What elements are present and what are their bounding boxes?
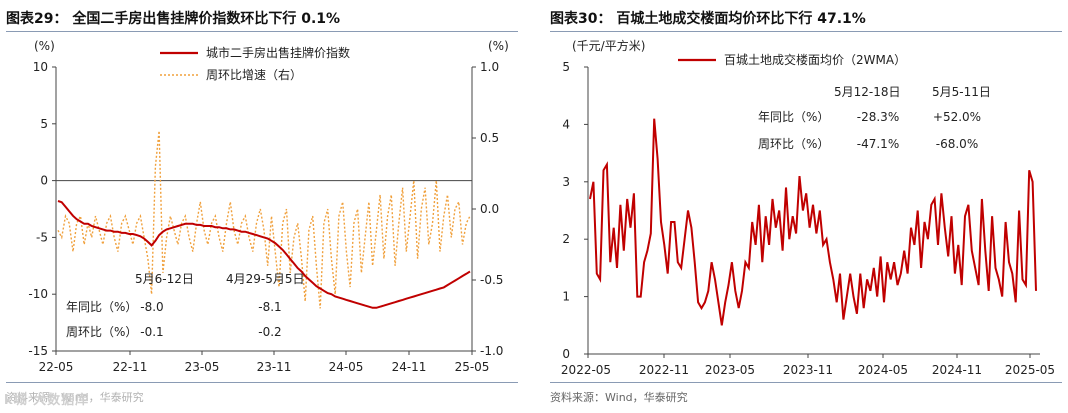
- series-land-price-line: [589, 118, 1037, 326]
- x-tick-label: 2022-11: [639, 363, 689, 377]
- y-tick-label: 2: [562, 232, 570, 246]
- stats-value-previous: -8.1: [258, 300, 281, 314]
- chart-title: 图表30： 百城土地成交楼面均价环比下行 47.1%: [550, 11, 866, 27]
- stats-value-current: -47.1%: [857, 137, 899, 151]
- stats-row-label: 年同比（%）: [758, 110, 829, 124]
- stats-row-label: 年同比（%）: [66, 300, 137, 314]
- series-price-index-line: [57, 200, 471, 309]
- chart-source: 资料来源：Wind，华泰研究: [550, 391, 688, 404]
- x-tick-label: 22-11: [113, 360, 148, 374]
- chart-title: 图表29： 全国二手房出售挂牌价指数环比下行 0.1%: [6, 11, 341, 27]
- y-tick-label: 0: [562, 347, 570, 361]
- stats-row-label: 周环比（%）: [66, 325, 137, 339]
- legend-label-weekly: 周环比增速（右）: [206, 67, 302, 82]
- stats-value-previous: -68.0%: [936, 137, 978, 151]
- legend-label-index: 城市二手房出售挂牌价指数: [206, 45, 350, 60]
- left-tick-label: -5: [36, 230, 48, 244]
- x-tick-label: 2023-05: [705, 363, 755, 377]
- y-tick-label: 5: [562, 60, 570, 74]
- stats-period-current: 5月12-18日: [834, 85, 901, 99]
- chart-source: 资料来源：Wind，华泰研究: [6, 391, 144, 404]
- title-divider: [6, 31, 518, 32]
- chart-panel-29: 图表29： 全国二手房出售挂牌价指数环比下行 0.1% (%) (%) 10 5 0 -5…: [0, 0, 524, 413]
- left-tick-label: -15: [28, 344, 48, 358]
- left-tick-label: -10: [28, 287, 48, 301]
- x-tick-label: 24-05: [329, 360, 364, 374]
- right-tick-label: -0.5: [480, 273, 503, 287]
- left-tick-label: 10: [33, 60, 48, 74]
- stats-value-previous: -0.2: [258, 325, 281, 339]
- y-tick-label: 3: [562, 175, 570, 189]
- legend-label: 百城土地成交楼面均价（2WMA）: [724, 52, 906, 67]
- x-tick-label: 23-11: [257, 360, 292, 374]
- y-tick-label: 1: [562, 290, 570, 304]
- chart-panel-30: 图表30： 百城土地成交楼面均价环比下行 47.1% (千元/平方米) 5 4 3 2 1…: [544, 0, 1068, 413]
- stats-row-label: 周环比（%）: [758, 137, 829, 151]
- x-tick-label: 25-05: [455, 360, 490, 374]
- x-tick-label: 2024-11: [932, 363, 982, 377]
- x-tick-label: 22-05: [39, 360, 74, 374]
- y-tick-label: 4: [562, 117, 570, 131]
- stats-value-current: -0.1: [140, 325, 163, 339]
- right-unit-label: (%): [488, 39, 509, 53]
- stats-value-current: -8.0: [140, 300, 163, 314]
- x-tick-label: 2025-05: [1005, 363, 1055, 377]
- bottom-divider: [550, 382, 1062, 383]
- right-tick-label: 0.0: [480, 202, 499, 216]
- chart-svg-30: (千元/平方米)5 4 3 2 1 0 2022-05 2022-11 2023-05 2023-…: [561, 38, 1055, 377]
- watermark-text: k城 大数据库: [4, 393, 90, 408]
- stats-period-previous: 5月5-11日: [932, 85, 991, 99]
- bottom-divider: [6, 382, 518, 383]
- stats-period-current: 5月6-12日: [135, 272, 194, 286]
- left-tick-label: 0: [40, 174, 48, 188]
- chart-svg-29: (%) (%) 10 5 0 -5 -10 -15 1.0 0.5 0.0 -0.5 -1.0 22-05…: [28, 39, 509, 374]
- right-tick-label: -1.0: [480, 344, 503, 358]
- x-tick-label: 2024-05: [858, 363, 908, 377]
- left-tick-label: 5: [40, 117, 48, 131]
- x-tick-label: 2022-05: [561, 363, 611, 377]
- stats-value-current: -28.3%: [857, 110, 899, 124]
- right-tick-label: 1.0: [480, 60, 499, 74]
- x-tick-label: 23-05: [185, 360, 220, 374]
- title-divider: [550, 31, 1062, 32]
- x-tick-label: 2023-11: [783, 363, 833, 377]
- stats-period-previous: 4月29-5月5日: [226, 272, 305, 286]
- series-weekly-change-line: [57, 130, 471, 309]
- unit-label: (千元/平方米): [572, 38, 645, 53]
- stats-value-previous: +52.0%: [933, 110, 981, 124]
- x-tick-label: 24-11: [392, 360, 427, 374]
- left-unit-label: (%): [34, 39, 55, 53]
- right-tick-label: 0.5: [480, 131, 499, 145]
